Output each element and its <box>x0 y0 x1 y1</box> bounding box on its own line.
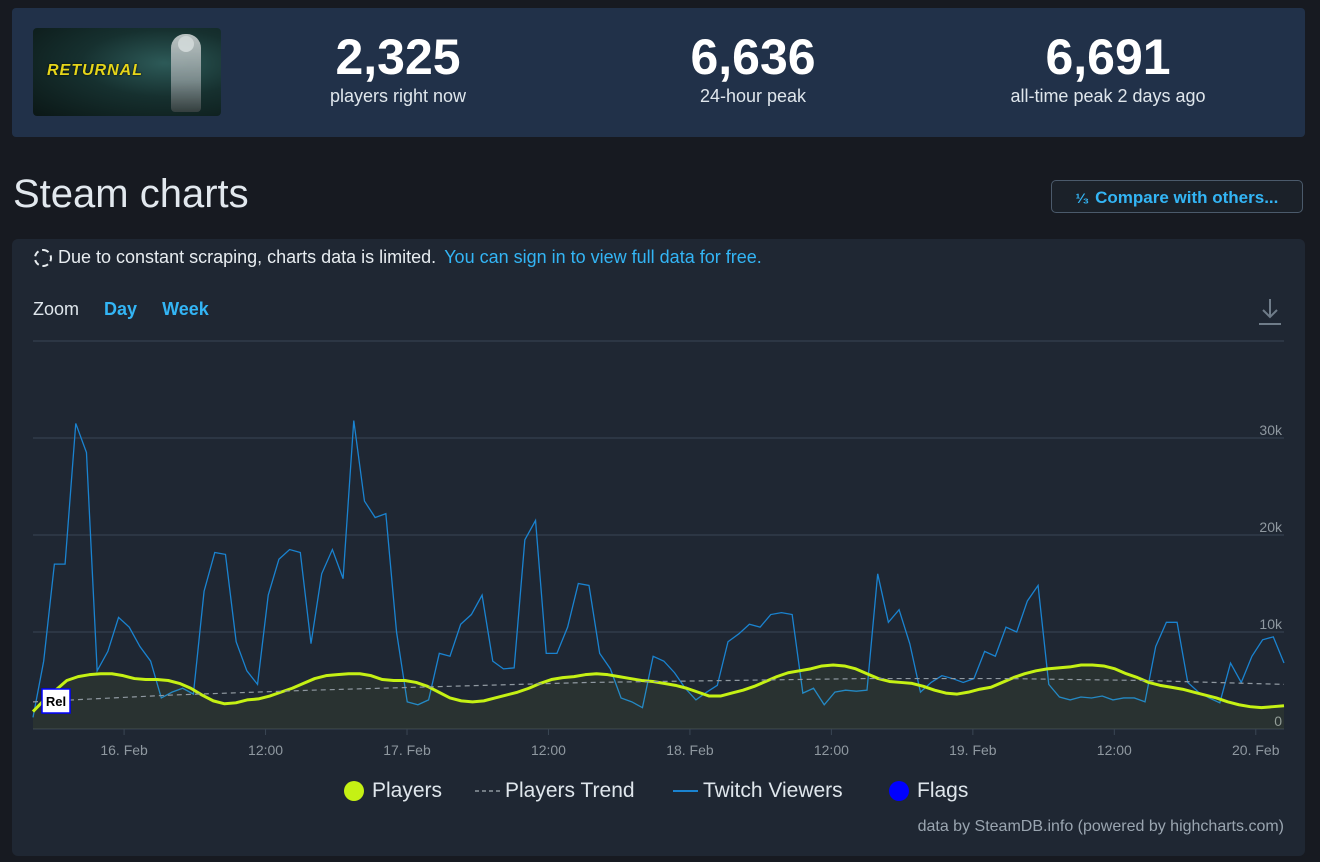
fraction-icon: ¹⁄₃ <box>1075 190 1090 206</box>
chart-panel: Due to constant scraping, charts data is… <box>12 239 1305 856</box>
section-title: Steam charts <box>13 172 249 216</box>
x-tick-label: 18. Feb <box>666 742 714 758</box>
zoom-controls: Zoom Day Week <box>33 299 209 320</box>
x-tick-label: 12:00 <box>248 742 283 758</box>
x-tick-label: 12:00 <box>814 742 849 758</box>
stat-all-time-peak: 6,691 all-time peak 2 days ago <box>992 30 1224 107</box>
stat-value: 6,636 <box>690 29 816 85</box>
astronaut-figure <box>171 34 201 112</box>
release-flag <box>41 688 71 714</box>
compare-label: Compare with others... <box>1095 188 1279 207</box>
x-tick-label: 16. Feb <box>100 742 148 758</box>
loading-ring-icon <box>34 249 52 267</box>
players-area <box>33 664 1284 729</box>
sign-in-link[interactable]: You can sign in to view full data for fr… <box>444 247 762 267</box>
stat-players-now: 2,325 players right now <box>292 30 504 107</box>
legend-flags-symbol <box>889 781 909 801</box>
zoom-week-button[interactable]: Week <box>162 299 209 319</box>
scraping-notice: Due to constant scraping, charts data is… <box>34 247 762 268</box>
twitch-viewers-line <box>32 420 1285 718</box>
stat-label: 24-hour peak <box>699 86 807 106</box>
x-tick-label: 20. Feb <box>1232 742 1280 758</box>
x-tick-label: 12:00 <box>1097 742 1132 758</box>
legend-twitch-label: Twitch Viewers <box>703 779 843 802</box>
stat-label: all-time peak 2 days ago <box>1010 86 1206 106</box>
stat-value: 6,691 <box>1045 29 1171 85</box>
legend-players-symbol <box>344 781 364 801</box>
download-icon[interactable] <box>1257 296 1283 326</box>
x-tick-label: 17. Feb <box>383 742 431 758</box>
legend-players-label: Players <box>372 779 442 802</box>
legend-flags-label: Flags <box>917 779 968 802</box>
zoom-day-button[interactable]: Day <box>104 299 138 319</box>
y-tick-label: 20k <box>1259 519 1283 535</box>
notice-text: Due to constant scraping, charts data is… <box>58 247 437 267</box>
stat-value: 2,325 <box>335 29 461 85</box>
y-tick-label: 10k <box>1259 616 1283 632</box>
release-flag-label: Rel <box>46 694 66 709</box>
player-count-chart: 0 10k 20k 30k 16. Feb 12:00 17. Feb 12:00 18. Fe… <box>31 340 1285 802</box>
game-header-image[interactable]: RETURNAL <box>33 28 221 116</box>
stat-label: players right now <box>329 86 467 106</box>
players-trend-line <box>32 677 1285 703</box>
stat-24h-peak: 6,636 24-hour peak <box>652 30 854 107</box>
stats-header: RETURNAL 2,325 players right now 6,636 2… <box>12 8 1305 137</box>
x-tick-label: 12:00 <box>531 742 566 758</box>
chart-credit: data by SteamDB.info (powered by highcha… <box>917 818 1284 835</box>
zoom-label: Zoom <box>33 299 80 319</box>
x-tick-label: 19. Feb <box>949 742 997 758</box>
y-tick-label: 30k <box>1259 422 1283 438</box>
game-logo-text: RETURNAL <box>47 62 143 79</box>
y-tick-label: 0 <box>1274 713 1282 729</box>
compare-button[interactable]: ¹⁄₃ Compare with others... <box>1051 180 1303 213</box>
players-line <box>31 663 1285 713</box>
legend-trend-label: Players Trend <box>505 779 635 802</box>
